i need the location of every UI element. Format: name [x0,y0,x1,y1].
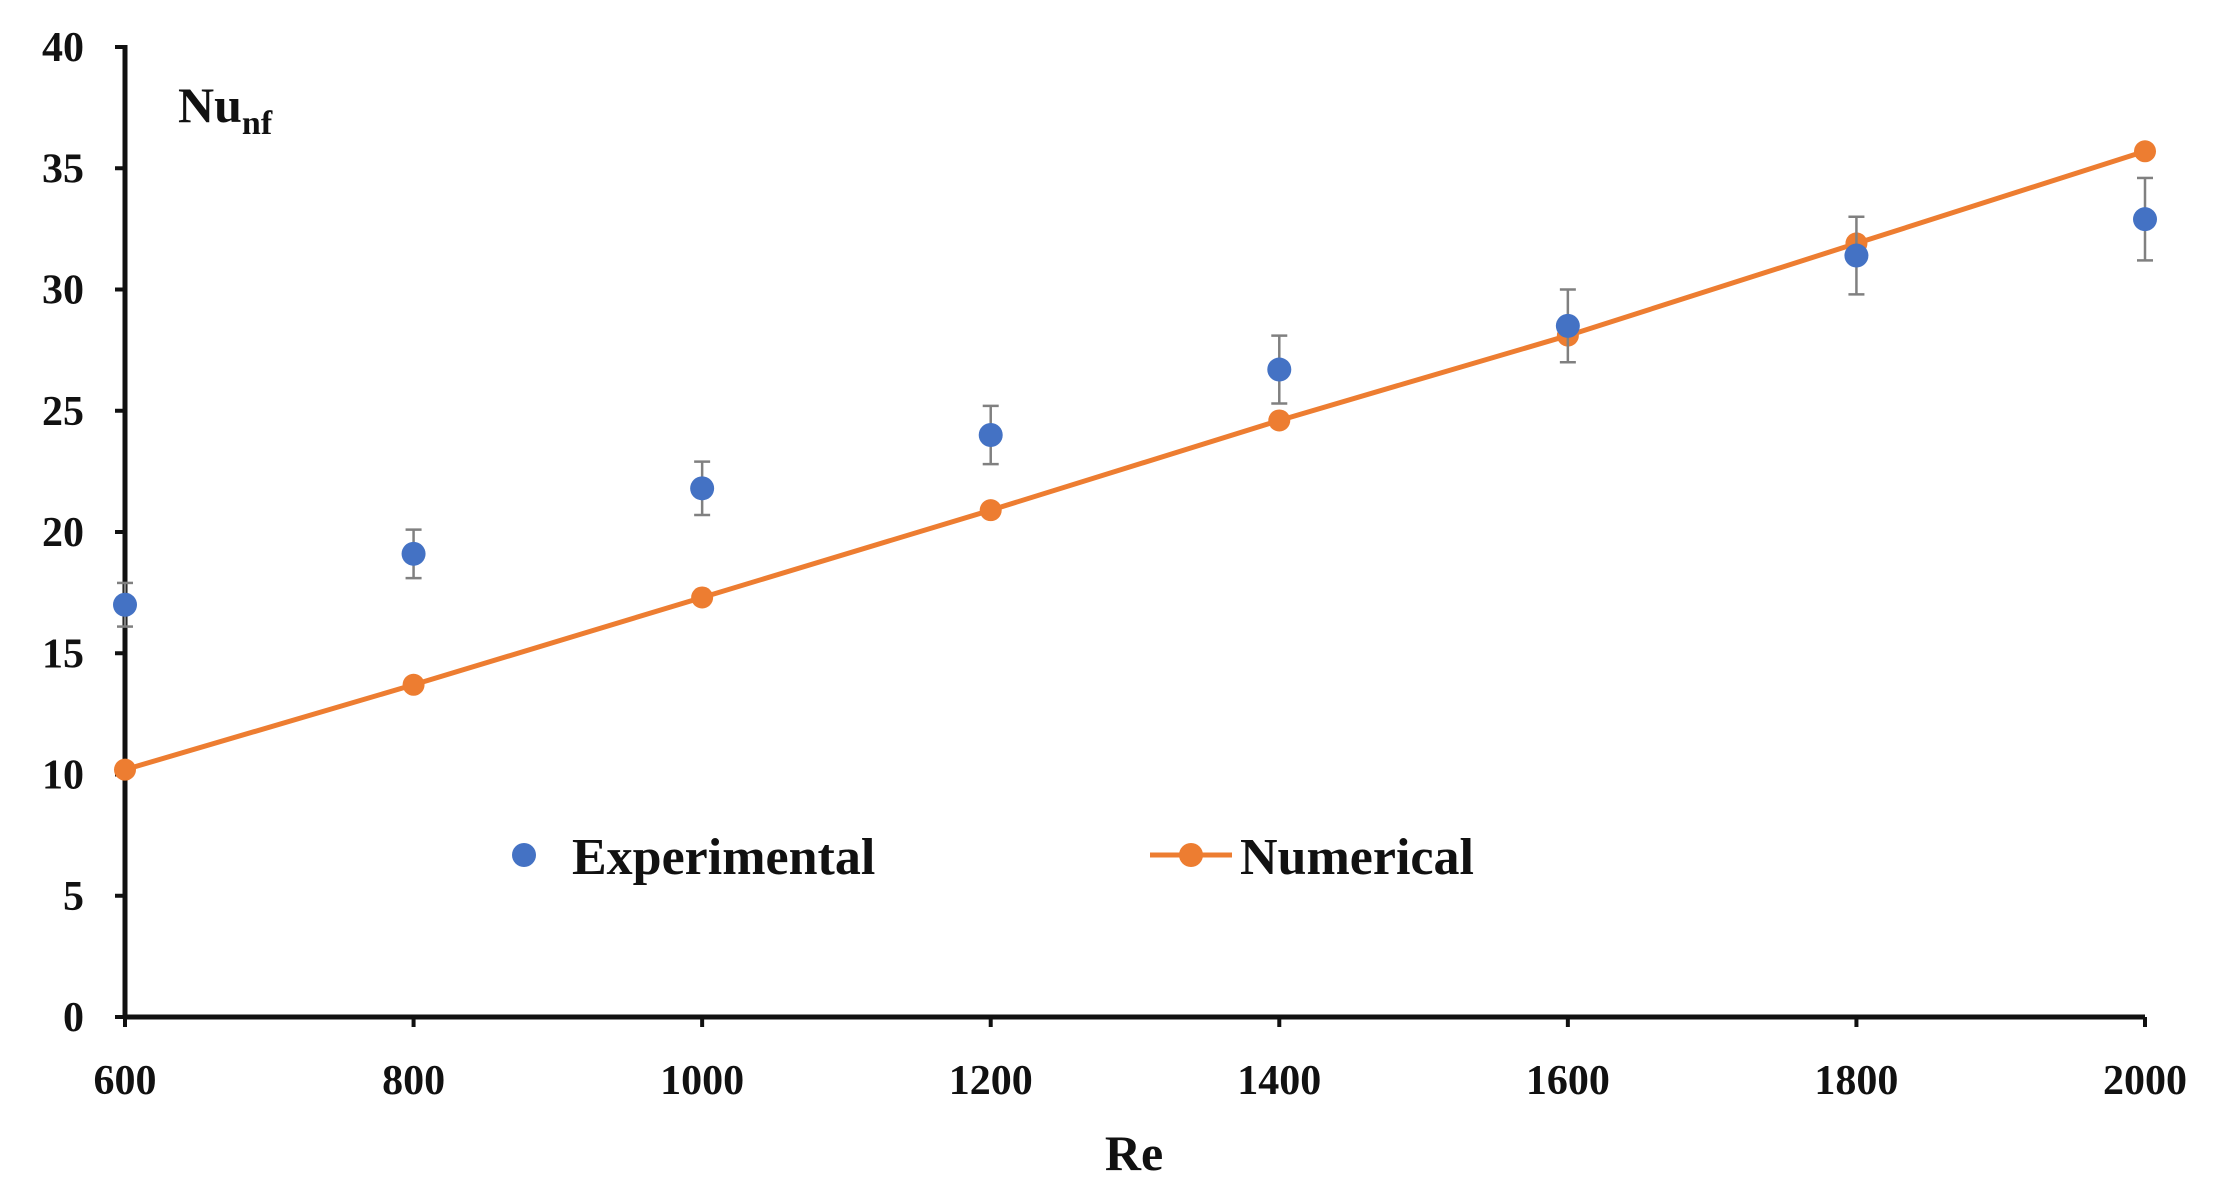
numerical-point [1268,409,1291,432]
y-tick-label: 25 [42,389,84,435]
y-axis-title-main: Nu [178,77,242,133]
legend: Experimental Numerical [512,829,1474,886]
y-tick-label: 30 [42,268,84,314]
x-tick-label: 2000 [2103,1058,2187,1104]
experimental-point [978,423,1003,447]
y-tick-label: 20 [42,510,84,556]
legend-numerical-marker [1179,843,1203,867]
x-axis-ticks: 600 800 1000 1200 1400 1600 1800 2000 [94,1017,2187,1104]
experimental-point [2133,207,2157,232]
legend-experimental-label: Experimental [572,829,875,886]
experimental-point [1844,243,1869,268]
y-tick-label: 5 [63,874,84,920]
experimental-point [1555,313,1580,338]
y-tick-label: 0 [63,995,84,1041]
numerical-series-line [124,148,2146,773]
experimental-point [1267,357,1292,382]
x-tick-label: 1200 [949,1058,1033,1104]
x-tick-label: 1400 [1237,1058,1321,1104]
y-tick-label: 15 [42,631,84,677]
legend-numerical-label: Numerical [1240,829,1474,886]
x-tick-label: 800 [382,1058,445,1104]
x-tick-label: 1000 [660,1058,744,1104]
numerical-point [691,586,714,609]
experimental-point [113,592,137,617]
y-tick-label: 10 [42,753,84,799]
y-axis-title: Nunf [178,77,273,142]
numerical-point [2134,140,2156,163]
y-tick-label: 40 [42,25,84,71]
x-tick-label: 1600 [1526,1058,1610,1104]
numerical-point [402,673,425,696]
y-axis-ticks: 0 5 10 15 20 25 30 35 40 [42,25,125,1041]
numerical-point [979,499,1002,522]
x-tick-label: 1800 [1814,1058,1898,1104]
experimental-point [401,541,426,566]
y-axis-title-subscript: nf [242,105,273,142]
numerical-point [114,758,136,781]
legend-experimental-marker [512,843,536,867]
series-layer [113,140,2157,781]
y-tick-label: 35 [42,146,84,192]
x-axis-title: Re [1105,1125,1163,1181]
experimental-point [690,476,715,501]
x-tick-label: 600 [94,1058,157,1104]
